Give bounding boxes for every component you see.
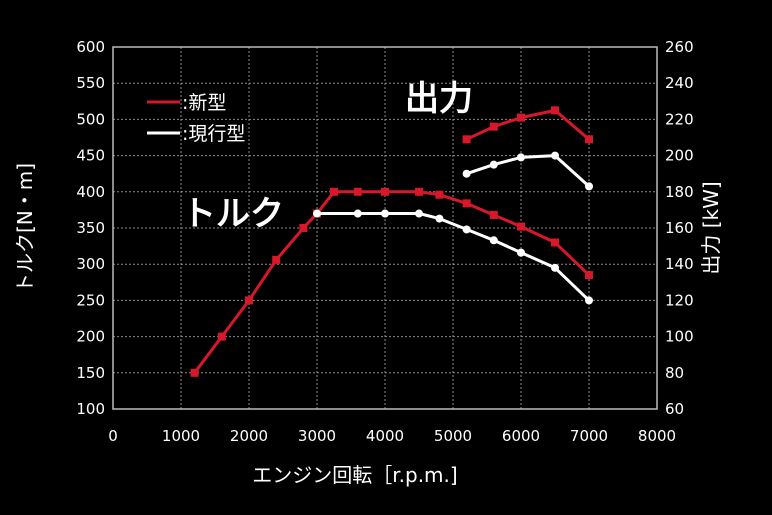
- series-1: [313, 209, 593, 305]
- tick-labels: 0 1000 2000 3000 4000 5000 6000 7000 8000 100 150 2…: [76, 38, 693, 445]
- x-tick-label: 2000: [230, 427, 268, 445]
- data-point: [517, 222, 525, 231]
- y-left-tick-label: 150: [76, 364, 105, 382]
- data-point: [313, 209, 321, 218]
- x-tick-label: 8000: [638, 427, 676, 445]
- x-tick-label: 0: [108, 427, 118, 445]
- data-point: [489, 122, 498, 131]
- legend-label-current: :現行型: [182, 123, 245, 145]
- x-tick-label: 7000: [570, 427, 608, 445]
- data-point: [330, 187, 338, 196]
- x-axis-title: エンジン回転［r.p.m.]: [252, 463, 457, 487]
- y-left-tick-label: 500: [76, 110, 105, 128]
- x-tick-label: 4000: [366, 427, 404, 445]
- x-tick-label: 3000: [298, 427, 336, 445]
- y-right-tick-label: 220: [665, 110, 694, 128]
- data-point: [585, 271, 593, 280]
- y-left-tick-label: 600: [76, 38, 105, 56]
- y-right-tick-label: 200: [665, 147, 694, 165]
- y-right-tick-label: 160: [665, 219, 694, 237]
- y-left-tick-label: 400: [76, 183, 105, 201]
- data-point: [585, 296, 593, 305]
- data-point: [462, 225, 471, 234]
- data-point: [353, 209, 362, 218]
- data-point: [489, 160, 498, 169]
- y-right-tick-label: 260: [665, 38, 694, 56]
- y-right-tick-label: 140: [665, 255, 694, 273]
- data-point: [489, 210, 498, 219]
- series-line: [193, 190, 591, 374]
- data-point: [462, 169, 471, 178]
- y-left-tick-label: 550: [76, 74, 105, 92]
- y-left-tick-label: 350: [76, 219, 105, 237]
- data-point: [381, 187, 389, 196]
- y-left-axis-title: トルク[N・m]: [13, 163, 37, 293]
- y-right-tick-label: 180: [665, 183, 694, 201]
- data-point: [381, 209, 389, 218]
- y-left-tick-label: 100: [76, 400, 105, 418]
- data-point: [551, 106, 559, 115]
- y-right-tick-label: 60: [665, 400, 684, 418]
- plot-frame: [112, 46, 658, 410]
- data-point: [217, 332, 226, 341]
- y-left-tick-label: 450: [76, 147, 105, 165]
- data-point: [415, 187, 423, 196]
- data-point: [353, 187, 362, 196]
- data-point: [435, 190, 444, 199]
- series-2: [462, 106, 593, 144]
- y-left-tick-label: 200: [76, 328, 105, 346]
- series: [190, 106, 593, 377]
- series-3: [462, 151, 593, 191]
- torque-annotation: トルク: [182, 194, 284, 234]
- data-point: [551, 263, 559, 272]
- y-right-tick-label: 100: [665, 328, 694, 346]
- data-point: [585, 135, 593, 144]
- x-tick-label: 6000: [502, 427, 540, 445]
- data-point: [551, 151, 559, 160]
- data-point: [435, 214, 444, 223]
- data-point: [299, 224, 308, 232]
- data-point: [462, 135, 471, 144]
- x-tick-label: 1000: [162, 427, 200, 445]
- data-point: [272, 255, 281, 264]
- data-point: [585, 182, 593, 191]
- data-point: [489, 236, 498, 245]
- data-point: [462, 199, 471, 208]
- data-point: [415, 209, 423, 218]
- data-point: [190, 368, 199, 377]
- y-right-tick-label: 120: [665, 291, 694, 309]
- y-left-tick-label: 250: [76, 291, 105, 309]
- data-point: [517, 248, 525, 257]
- data-point: [517, 113, 525, 122]
- data-point: [245, 296, 253, 305]
- y-right-tick-label: 240: [665, 74, 694, 92]
- series-line: [317, 212, 591, 302]
- data-point: [517, 153, 525, 162]
- y-right-tick-label: 80: [665, 364, 684, 382]
- y-left-tick-label: 300: [76, 255, 105, 273]
- series-0: [190, 187, 593, 377]
- legend: :新型 :現行型: [147, 92, 245, 145]
- legend-label-new: :新型: [182, 92, 226, 114]
- x-tick-label: 5000: [434, 427, 472, 445]
- y-right-axis-title: 出力 [kW]: [699, 181, 723, 274]
- data-point: [551, 238, 559, 247]
- power-annotation: 出力: [405, 79, 473, 119]
